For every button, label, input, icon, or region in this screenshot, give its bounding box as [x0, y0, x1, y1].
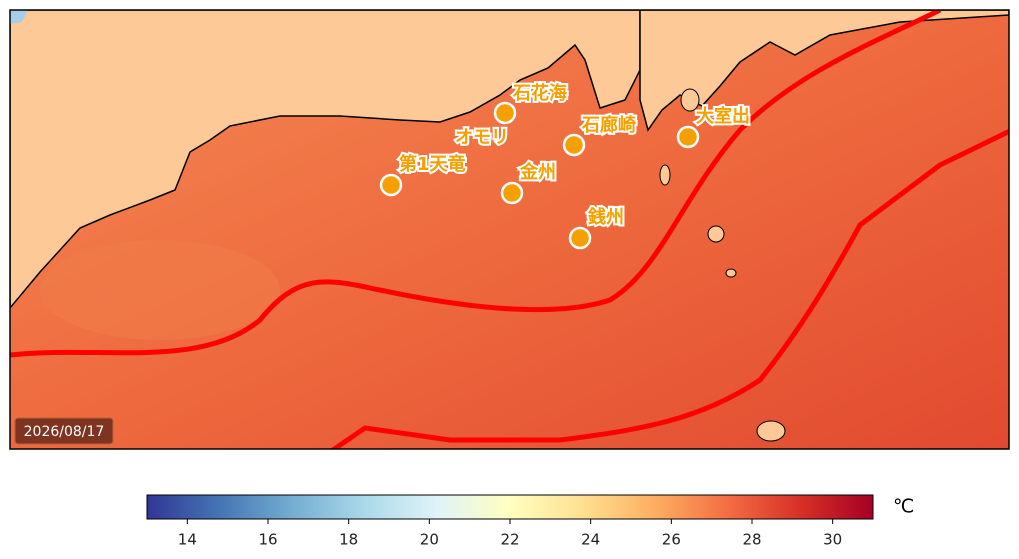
point-marker [500, 181, 524, 205]
colorbar-tick-label: 16 [258, 531, 277, 549]
point-label: 石花海 [512, 82, 567, 104]
contour [329, 128, 1009, 449]
colorbar-tick-label: 30 [823, 531, 842, 549]
date-label: 2026/08/17 [24, 424, 105, 440]
island [659, 164, 671, 186]
colorbar-tick-label: 18 [339, 531, 358, 549]
point-label: 石廊崎 [581, 114, 636, 136]
island [725, 268, 737, 278]
map-frame [9, 9, 1010, 450]
colorbar-tick-label: 22 [500, 531, 519, 549]
colorbar: ℃ 14 16 18 20 22 24 26 28 30 [146, 494, 914, 549]
land [10, 10, 641, 310]
point-label: オモリ [455, 127, 509, 148]
point-label: 金州 [519, 161, 556, 183]
island [756, 420, 786, 442]
point-marker [562, 133, 586, 157]
island [707, 225, 725, 243]
point-marker [568, 226, 592, 250]
lake [10, 10, 28, 24]
contour [10, 10, 942, 358]
colorbar-gradient [146, 494, 874, 520]
colorbar-tick-label: 28 [742, 531, 761, 549]
colorbar-tick-label: 14 [178, 531, 197, 549]
island [680, 88, 700, 112]
colorbar-tick-label: 24 [581, 531, 600, 549]
points: 石花海 オモリ 石廊崎 大室出 第1天竜 金州 銭州 [379, 80, 752, 250]
point-label: 大室出 [696, 105, 750, 127]
point-marker [676, 125, 700, 149]
point-marker [493, 101, 517, 125]
land [639, 10, 1009, 132]
sea-texture [40, 240, 280, 340]
point-marker [379, 173, 403, 197]
colorbar-tick-label: 26 [662, 531, 681, 549]
map-area [10, 10, 1009, 449]
colorbar-tick-label: 20 [420, 531, 439, 549]
point-label: 銭州 [587, 206, 624, 228]
point-label: 第1天竜 [399, 153, 466, 175]
colorbar-unit: ℃ [893, 496, 914, 518]
date-box [14, 417, 114, 445]
